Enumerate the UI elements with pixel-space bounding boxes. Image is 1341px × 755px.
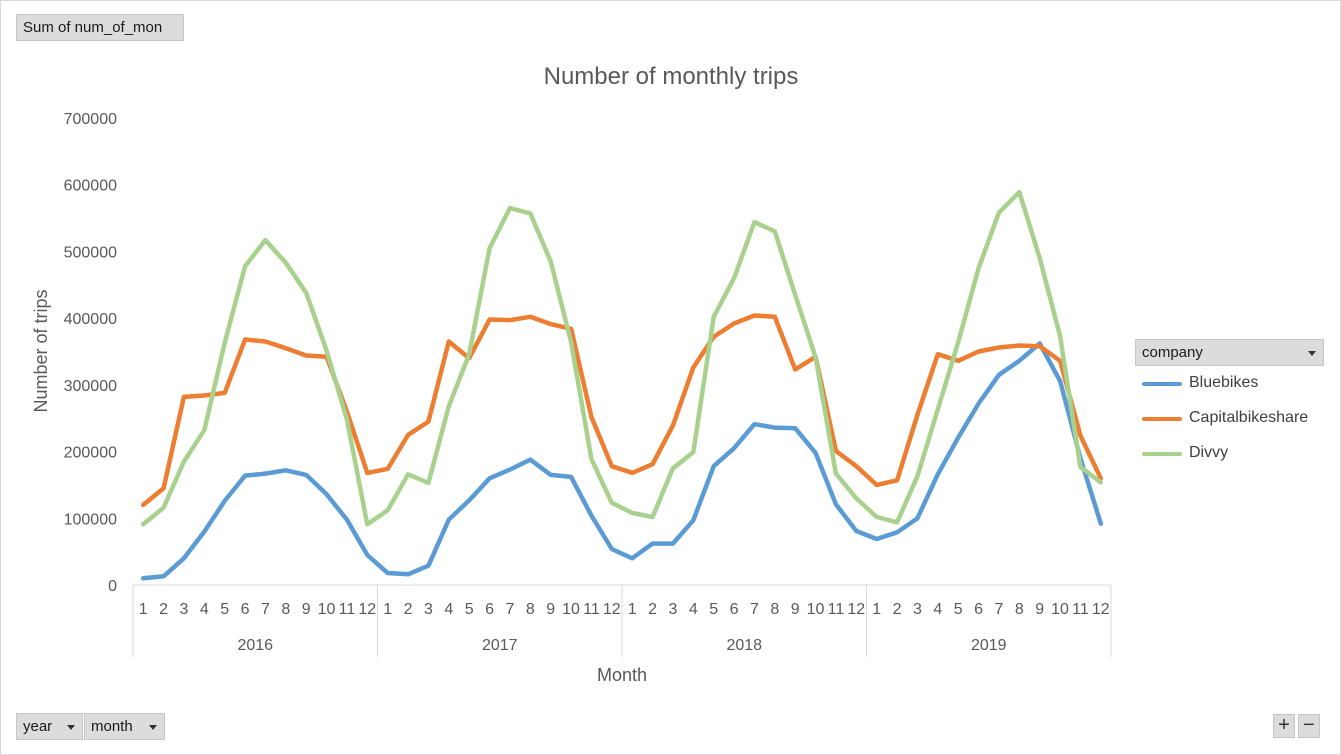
month-tick-label: 4	[444, 601, 453, 618]
y-tick-label: 500000	[64, 244, 117, 261]
month-tick-label: 2	[648, 601, 657, 618]
month-tick-label: 10	[1051, 601, 1069, 618]
month-tick-label: 7	[750, 601, 759, 618]
x-axis-label: Month	[597, 665, 647, 685]
legend-label: Bluebikes	[1189, 374, 1259, 391]
month-tick-label: 9	[791, 601, 800, 618]
month-tick-label: 9	[302, 601, 311, 618]
month-tick-label: 11	[583, 601, 600, 618]
month-tick-label: 6	[974, 601, 983, 618]
month-tick-label: 10	[318, 601, 336, 618]
month-tick-label: 1	[872, 601, 881, 618]
legend-label: Divvy	[1189, 444, 1229, 461]
year-tick-label: 2019	[971, 637, 1007, 654]
month-tick-label: 11	[828, 601, 845, 618]
month-tick-label: 8	[1015, 601, 1024, 618]
chevron-down-icon[interactable]	[67, 725, 75, 730]
month-tick-label: 3	[179, 601, 188, 618]
chevron-down-icon[interactable]	[1308, 351, 1316, 356]
month-tick-label: 12	[1092, 601, 1110, 618]
month-tick-label: 10	[562, 601, 580, 618]
series-line-bluebikes	[140, 341, 1104, 581]
y-tick-label: 300000	[64, 378, 117, 395]
month-tick-label: 1	[383, 601, 392, 618]
year-field-label: year	[23, 718, 53, 735]
chevron-down-icon[interactable]	[149, 725, 157, 730]
y-axis-label: Number of trips	[31, 289, 51, 412]
month-tick-label: 8	[281, 601, 290, 618]
month-field-label: month	[91, 718, 133, 735]
month-tick-label: 3	[424, 601, 433, 618]
legend-swatch	[1142, 382, 1182, 386]
month-tick-label: 7	[261, 601, 270, 618]
legend-field-button[interactable]: company	[1135, 339, 1324, 366]
y-tick-label: 200000	[64, 445, 117, 462]
legend-field-label: company	[1142, 344, 1203, 361]
month-tick-label: 3	[668, 601, 677, 618]
plus-icon: +	[1278, 714, 1290, 736]
y-axis: 0 100000 200000 300000 400000 500000 600000 700…	[64, 111, 117, 595]
month-tick-label: 11	[339, 601, 356, 618]
minus-icon: −	[1303, 714, 1315, 736]
series-lines	[140, 189, 1104, 581]
month-tick-label: 11	[1072, 601, 1089, 618]
chart-title: Number of monthly trips	[544, 63, 799, 90]
month-tick-label: 5	[465, 601, 474, 618]
month-tick-label: 2	[404, 601, 413, 618]
month-tick-label: 7	[505, 601, 514, 618]
month-tick-label: 6	[241, 601, 250, 618]
month-tick-label: 8	[770, 601, 779, 618]
month-tick-label: 1	[628, 601, 637, 618]
y-tick-label: 600000	[64, 178, 117, 195]
month-tick-label: 4	[689, 601, 698, 618]
series-line-capitalbikeshare	[140, 313, 1104, 508]
legend-swatch	[1142, 452, 1182, 456]
month-tick-label: 12	[603, 601, 621, 618]
year-tick-label: 2017	[482, 637, 518, 654]
month-tick-label: 2	[893, 601, 902, 618]
legend-swatch	[1142, 417, 1182, 421]
month-tick-label: 5	[709, 601, 718, 618]
legend-label: Capitalbikeshare	[1189, 409, 1309, 426]
month-tick-label: 3	[913, 601, 922, 618]
month-tick-label: 2	[159, 601, 168, 618]
year-tick-label: 2018	[726, 637, 762, 654]
month-tick-label: 5	[220, 601, 229, 618]
month-tick-label: 12	[358, 601, 376, 618]
month-field-button[interactable]: month	[84, 713, 165, 740]
values-field-button[interactable]: Sum of num_of_mon	[16, 14, 184, 41]
y-tick-label: 700000	[64, 111, 117, 128]
month-tick-label: 6	[730, 601, 739, 618]
month-tick-label: 9	[546, 601, 555, 618]
month-tick-label: 4	[933, 601, 942, 618]
y-tick-label: 100000	[64, 511, 117, 528]
month-tick-label: 8	[526, 601, 535, 618]
month-tick-label: 7	[994, 601, 1003, 618]
month-tick-label: 4	[200, 601, 209, 618]
month-tick-label: 6	[485, 601, 494, 618]
y-tick-label: 400000	[64, 311, 117, 328]
month-tick-label: 12	[847, 601, 865, 618]
y-tick-label: 0	[108, 578, 117, 595]
collapse-button[interactable]: −	[1298, 714, 1320, 738]
year-tick-label: 2016	[237, 637, 273, 654]
values-field-label: Sum of num_of_mon	[23, 19, 163, 36]
month-tick-label: 1	[139, 601, 148, 618]
month-tick-label: 5	[954, 601, 963, 618]
expand-button[interactable]: +	[1273, 714, 1295, 738]
year-field-button[interactable]: year	[16, 713, 83, 740]
series-line-divvy	[140, 189, 1104, 527]
month-tick-label: 9	[1035, 601, 1044, 618]
month-tick-label: 10	[807, 601, 825, 618]
